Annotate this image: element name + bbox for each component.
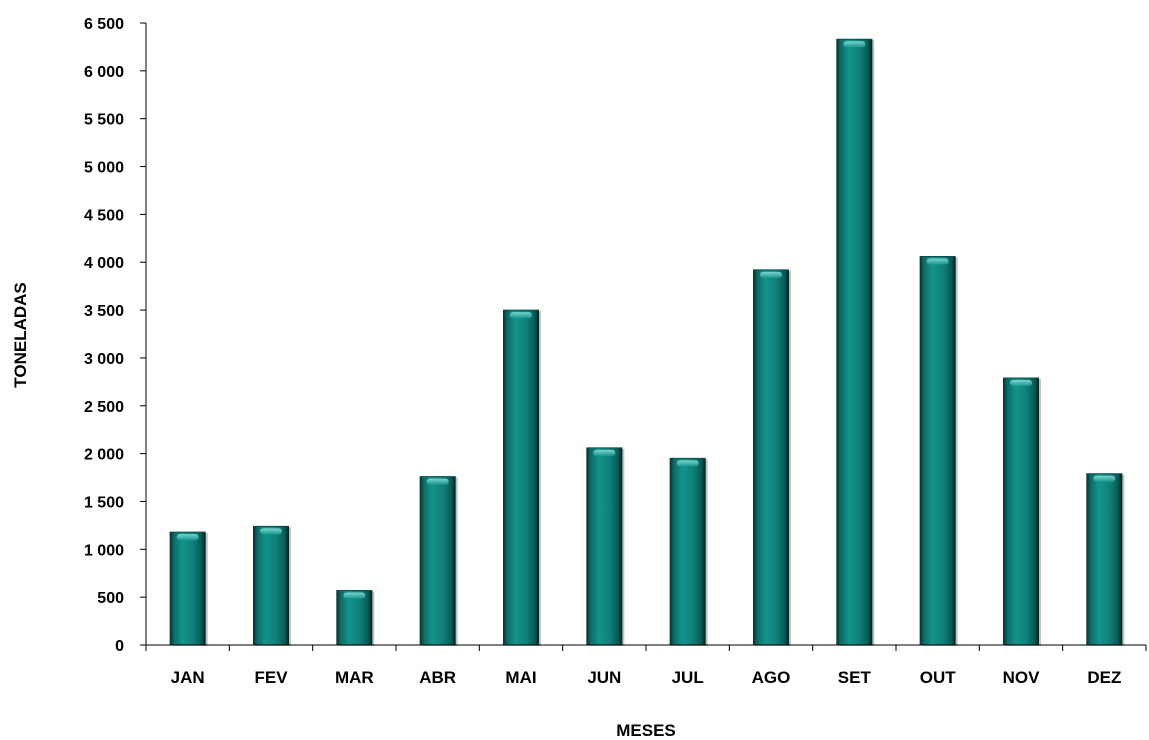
bar-jan: [169, 531, 208, 646]
bar-fev: [253, 525, 291, 646]
x-axis-title: MESES: [616, 721, 676, 740]
y-axis-title: TONELADAS: [11, 282, 30, 387]
bar-dez: [1086, 473, 1125, 646]
y-tick-label: 3 000: [84, 351, 124, 368]
bar-highlight: [843, 41, 866, 48]
bar-highlight: [760, 271, 782, 278]
bar-nov: [1003, 377, 1041, 646]
bar: [669, 458, 706, 645]
x-tick-label: MAI: [505, 668, 536, 687]
y-tick-label: 2 000: [84, 447, 124, 464]
y-tick-label: 0: [115, 638, 124, 655]
x-tick-label: DEZ: [1087, 668, 1121, 687]
x-tick-label: FEV: [254, 668, 288, 687]
y-tick-label: 6 500: [84, 16, 124, 33]
y-tick-label: 3 500: [84, 303, 124, 320]
bar-highlight: [1010, 380, 1032, 387]
x-tick-label: OUT: [920, 668, 957, 687]
bar: [503, 310, 539, 645]
bar-mar: [336, 589, 375, 646]
bar: [1086, 473, 1123, 645]
y-tick-label: 5 000: [84, 160, 124, 177]
bar: [336, 590, 373, 645]
bar-set: [836, 38, 875, 646]
bar: [586, 447, 623, 645]
bar: [169, 532, 206, 645]
bar-highlight: [926, 258, 949, 265]
x-axis-ticks: JAN FEV MAR ABR MAI JUN JUL AGO SET OUT NOV DEZ: [145, 645, 1147, 687]
bar-highlight: [1093, 475, 1116, 482]
x-tick-label: JUL: [672, 668, 704, 687]
bar-highlight: [676, 460, 699, 467]
bar-highlight: [510, 312, 532, 319]
x-tick-label: MAR: [335, 668, 374, 687]
y-axis-ticks: 0 500 1 000 1 500 2 000 2 500 3 000 3 500 4 000 4…: [84, 16, 146, 655]
x-tick-label: ABR: [419, 668, 456, 687]
bar: [919, 256, 956, 645]
bar: [753, 269, 789, 645]
bar: [253, 526, 289, 645]
y-tick-label: 4 000: [84, 255, 124, 272]
x-tick-label: JUN: [587, 668, 621, 687]
bar-abr: [419, 476, 458, 646]
bar-ago: [753, 269, 791, 646]
bars-group: [169, 38, 1125, 646]
y-tick-label: 500: [97, 590, 124, 607]
y-tick-label: 4 500: [84, 207, 124, 224]
y-tick-label: 1 000: [84, 542, 124, 559]
bar-highlight: [260, 528, 282, 535]
bar-out: [919, 255, 958, 646]
bar: [836, 39, 873, 645]
bar: [419, 476, 456, 645]
bar-highlight: [426, 478, 449, 485]
x-tick-label: AGO: [752, 668, 791, 687]
bar-jun: [586, 447, 625, 646]
y-tick-label: 2 500: [84, 399, 124, 416]
bar-jul: [669, 457, 708, 646]
bar-highlight: [343, 592, 366, 599]
y-tick-label: 5 500: [84, 112, 124, 129]
bar-highlight: [593, 449, 616, 456]
y-tick-label: 6 000: [84, 64, 124, 81]
x-tick-label: SET: [838, 668, 872, 687]
bar-mai: [503, 309, 541, 646]
bar-highlight: [176, 534, 199, 541]
y-tick-label: 1 500: [84, 494, 124, 511]
bar: [1003, 378, 1039, 645]
x-tick-label: JAN: [171, 668, 205, 687]
x-tick-label: NOV: [1003, 668, 1041, 687]
